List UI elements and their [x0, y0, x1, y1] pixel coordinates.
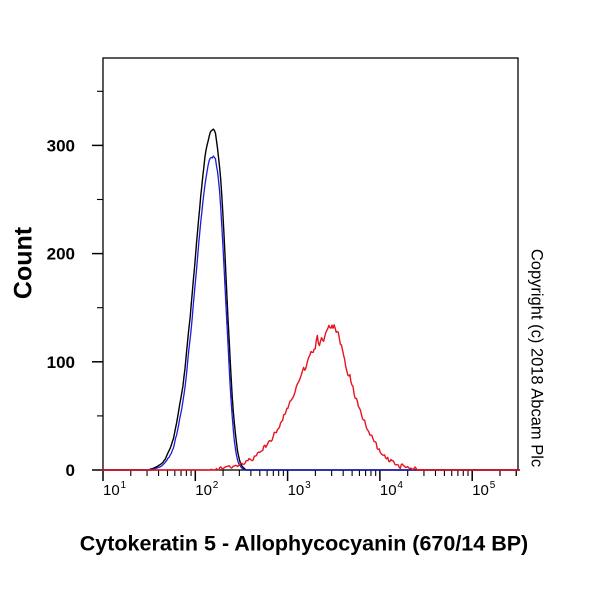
svg-text:1: 1 [121, 480, 127, 491]
svg-text:200: 200 [47, 245, 75, 264]
svg-text:2: 2 [213, 480, 219, 491]
svg-text:0: 0 [66, 461, 75, 480]
svg-text:300: 300 [47, 136, 75, 155]
svg-text:10: 10 [288, 482, 305, 499]
svg-text:4: 4 [397, 480, 403, 491]
svg-text:10: 10 [195, 482, 212, 499]
svg-text:10: 10 [103, 482, 120, 499]
svg-text:100: 100 [47, 353, 75, 372]
svg-text:5: 5 [490, 480, 496, 491]
svg-text:10: 10 [380, 482, 397, 499]
svg-text:3: 3 [305, 480, 311, 491]
svg-text:10: 10 [472, 482, 489, 499]
